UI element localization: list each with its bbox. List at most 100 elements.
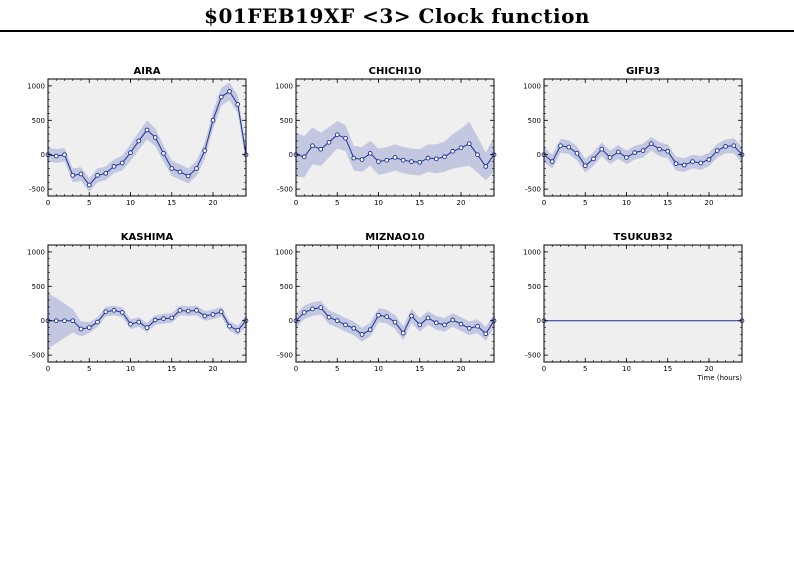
data-point xyxy=(62,152,67,158)
data-point xyxy=(128,150,133,155)
panel-title: AIRA xyxy=(134,66,161,77)
data-point xyxy=(185,308,191,314)
data-point xyxy=(351,325,357,331)
data-point xyxy=(376,312,381,318)
data-point xyxy=(53,318,59,324)
data-point xyxy=(210,117,216,123)
x-tick-label: 15 xyxy=(167,365,176,373)
data-point xyxy=(615,149,621,155)
uncertainty-band xyxy=(48,293,246,349)
data-point xyxy=(70,318,76,324)
plot-area xyxy=(544,245,742,362)
data-point xyxy=(235,102,241,107)
data-point xyxy=(425,155,431,161)
data-point xyxy=(194,166,199,171)
y-tick-label: -500 xyxy=(29,352,45,360)
x-tick-label: 20 xyxy=(209,365,218,373)
data-point xyxy=(466,325,472,331)
data-point xyxy=(458,321,464,327)
x-tick-label: 15 xyxy=(167,199,176,207)
y-tick-label: 0 xyxy=(289,151,293,159)
y-tick-label: -500 xyxy=(525,352,541,360)
data-point xyxy=(78,326,84,332)
x-tick-label: 10 xyxy=(126,365,135,373)
data-point xyxy=(310,306,315,312)
x-tick-label: 5 xyxy=(583,199,587,207)
data-point xyxy=(136,319,142,325)
data-point xyxy=(119,310,125,315)
data-point xyxy=(549,159,555,164)
data-point xyxy=(466,141,472,147)
x-tick-label: 15 xyxy=(663,365,672,373)
data-point xyxy=(599,146,605,152)
x-tick-label: 15 xyxy=(415,199,424,207)
data-point xyxy=(673,161,679,167)
x-tick-label: 0 xyxy=(46,365,50,373)
data-point xyxy=(442,154,447,160)
data-point xyxy=(95,173,100,178)
data-point xyxy=(367,327,373,333)
data-point xyxy=(119,160,125,166)
y-tick-label: 500 xyxy=(280,117,293,125)
y-tick-label: 1000 xyxy=(275,248,293,256)
x-tick-label: 5 xyxy=(87,199,91,207)
panel-title: CHICHI10 xyxy=(369,66,422,77)
data-point xyxy=(301,310,307,315)
data-point xyxy=(458,145,464,151)
data-point xyxy=(425,315,431,321)
x-tick-label: 20 xyxy=(705,365,714,373)
data-point xyxy=(392,155,398,160)
x-tick-label: 5 xyxy=(583,365,587,373)
data-point xyxy=(582,163,588,169)
data-point xyxy=(103,309,109,315)
data-point xyxy=(78,171,84,177)
data-point xyxy=(433,320,439,326)
data-point xyxy=(657,146,662,152)
data-point xyxy=(202,148,208,153)
data-point xyxy=(218,94,224,100)
y-tick-label: 500 xyxy=(280,283,293,291)
data-point xyxy=(343,135,348,141)
data-point xyxy=(136,138,142,144)
x-tick-label: 20 xyxy=(457,365,466,373)
data-point xyxy=(632,150,638,155)
x-tick-label: 0 xyxy=(542,199,546,207)
x-tick-label: 5 xyxy=(335,365,339,373)
data-point xyxy=(235,327,241,333)
y-tick-label: -500 xyxy=(29,186,45,194)
data-point xyxy=(475,152,480,158)
y-tick-label: 0 xyxy=(289,317,293,325)
data-point xyxy=(731,143,737,149)
data-point xyxy=(384,157,390,163)
data-point xyxy=(177,308,183,313)
data-point xyxy=(698,160,704,166)
x-tick-label: 10 xyxy=(374,199,383,207)
data-point xyxy=(433,156,439,162)
data-point xyxy=(128,321,133,327)
x-tick-label: 10 xyxy=(374,365,383,373)
y-tick-label: 0 xyxy=(537,151,541,159)
data-point xyxy=(310,143,315,149)
data-point xyxy=(227,89,232,94)
data-point xyxy=(218,309,224,315)
data-point xyxy=(334,132,340,138)
y-tick-label: 500 xyxy=(32,117,45,125)
y-tick-label: 500 xyxy=(528,283,541,291)
data-point xyxy=(367,150,373,156)
data-point xyxy=(690,159,695,164)
data-point xyxy=(376,159,381,164)
data-point xyxy=(70,173,76,178)
data-point xyxy=(417,159,423,165)
x-tick-label: 20 xyxy=(457,199,466,207)
data-point xyxy=(384,314,390,319)
uncertainty-band xyxy=(296,121,494,181)
x-tick-label: 0 xyxy=(294,365,298,373)
data-point xyxy=(318,305,324,310)
x-tick-label: 15 xyxy=(415,365,424,373)
x-tick-label: 10 xyxy=(622,199,631,207)
